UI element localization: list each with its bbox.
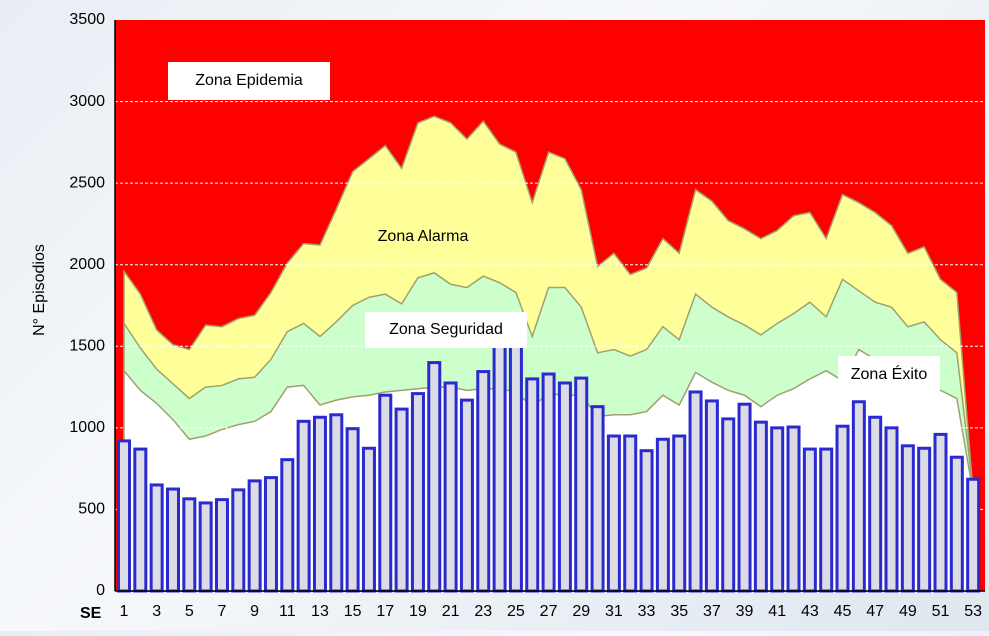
zone-label-box (168, 62, 330, 100)
x-tick-label: 51 (932, 603, 950, 620)
bar (247, 479, 262, 593)
x-tick-label: 53 (964, 603, 982, 620)
bar (492, 328, 507, 593)
x-tick-label: 27 (540, 603, 558, 620)
bar (198, 501, 213, 593)
bar (378, 393, 393, 593)
x-tick-label: 1 (120, 603, 129, 620)
zone-label-box (365, 312, 527, 348)
x-axis-label: SE (80, 605, 102, 622)
bar (541, 372, 556, 593)
y-tick-label: 0 (96, 582, 105, 599)
bar (737, 402, 752, 593)
zone-label: Zona Éxito (851, 364, 928, 383)
x-tick-label: 21 (442, 603, 460, 620)
x-tick-label: 25 (507, 603, 525, 620)
x-tick-label: 29 (572, 603, 590, 620)
x-tick-label: 33 (638, 603, 656, 620)
zone-label-box (838, 356, 940, 394)
x-tick-label: 11 (279, 603, 296, 620)
bar (525, 377, 540, 593)
y-tick-label: 2500 (69, 174, 105, 191)
bar (557, 381, 572, 593)
x-tick-label: 45 (834, 603, 852, 620)
x-tick-label: 17 (376, 603, 394, 620)
bar (394, 407, 409, 593)
x-tick-label: 3 (152, 603, 161, 620)
bar (443, 381, 458, 593)
bar (459, 398, 474, 593)
x-tick-label: 9 (250, 603, 259, 620)
bar (410, 392, 425, 593)
bar (182, 497, 197, 593)
zone-label: Zona Alarma (378, 228, 469, 245)
bar (704, 399, 719, 593)
bar (231, 488, 246, 593)
bar (655, 437, 670, 593)
y-tick-label: 1500 (69, 338, 105, 355)
bar (574, 376, 589, 593)
y-tick-label: 2000 (69, 256, 105, 273)
x-tick-label: 19 (409, 603, 427, 620)
bar (639, 449, 654, 593)
bar (917, 446, 932, 593)
x-tick-label: 47 (866, 603, 884, 620)
bar (753, 420, 768, 593)
bar (835, 424, 850, 593)
y-tick-label: 3500 (69, 11, 105, 28)
bar (721, 417, 736, 593)
bar (786, 425, 801, 593)
x-tick-label: 13 (311, 603, 329, 620)
x-tick-label: 23 (474, 603, 492, 620)
x-tick-label: 41 (768, 603, 786, 620)
bar (868, 415, 883, 593)
x-tick-label: 7 (218, 603, 227, 620)
bar (900, 444, 915, 593)
bar (623, 434, 638, 593)
zone-label: Zona Seguridad (389, 321, 503, 338)
bar (312, 415, 327, 593)
bar (508, 328, 523, 593)
x-tick-label: 37 (703, 603, 721, 620)
bar (819, 447, 834, 593)
bar (949, 455, 964, 593)
bar (770, 426, 785, 593)
x-tick-label: 49 (899, 603, 917, 620)
bar (133, 447, 148, 593)
y-tick-label: 3000 (69, 93, 105, 110)
y-axis-label: N° Episodios (31, 244, 48, 336)
bar (296, 419, 311, 593)
bar (263, 476, 278, 593)
bar (851, 400, 866, 593)
bar (966, 477, 981, 593)
bar (590, 405, 605, 593)
bar (280, 458, 295, 593)
bar (688, 390, 703, 593)
bar (361, 446, 376, 593)
bar (165, 487, 180, 593)
bar (606, 434, 621, 593)
x-tick-label: 39 (736, 603, 754, 620)
bar (149, 483, 164, 593)
bar (214, 498, 229, 593)
bar (345, 427, 360, 593)
bar (802, 447, 817, 593)
bar (329, 413, 344, 593)
bar (476, 370, 491, 593)
x-tick-label: 43 (801, 603, 819, 620)
y-tick-label: 500 (78, 501, 105, 518)
bar (672, 434, 687, 593)
bar (884, 426, 899, 593)
bar (117, 439, 131, 593)
bar (933, 432, 948, 593)
bar (427, 361, 442, 593)
x-tick-label: 15 (344, 603, 362, 620)
zone-label: Zona Epidemia (195, 72, 303, 89)
x-tick-label: 31 (605, 603, 623, 620)
y-tick-label: 1000 (69, 419, 105, 436)
x-tick-label: 5 (185, 603, 194, 620)
x-tick-label: 35 (670, 603, 688, 620)
